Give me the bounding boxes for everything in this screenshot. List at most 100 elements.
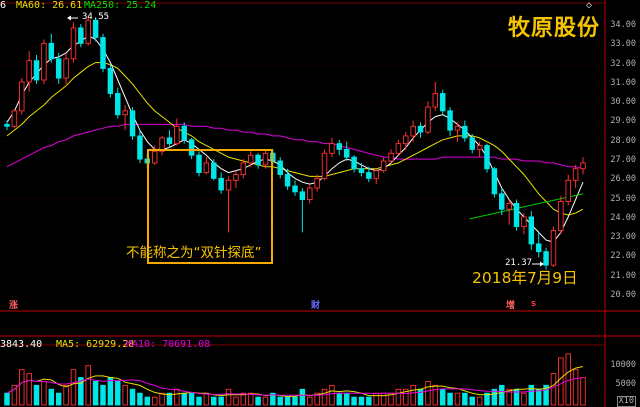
- candle-body: [572, 168, 579, 181]
- candle: [491, 166, 498, 198]
- volume-bar: [314, 392, 320, 406]
- candle-body: [425, 106, 431, 133]
- price-tick-label: 31.00: [610, 77, 636, 88]
- candle: [395, 139, 402, 156]
- candle: [63, 53, 69, 84]
- volume-bar: [373, 392, 379, 406]
- candle: [55, 53, 62, 84]
- box-caption: 不能称之为“双针探底”: [126, 245, 262, 261]
- volume-bar: [144, 396, 151, 406]
- marker-cai[interactable]: 财: [311, 301, 321, 311]
- candle-body: [92, 19, 99, 39]
- volume-value-legend: 3843.40: [0, 339, 43, 350]
- volume-ma5-legend: MA5: 62929.28: [56, 339, 135, 350]
- volume-bar: [351, 396, 357, 406]
- price-tick-label: 34.00: [610, 20, 636, 30]
- candle: [329, 137, 335, 158]
- candle-body: [78, 27, 84, 44]
- candle-body: [211, 162, 217, 179]
- candle-body: [462, 125, 468, 139]
- moving-average-lines: [6, 35, 584, 243]
- volume-bar: [70, 369, 77, 406]
- marker-s[interactable]: S: [531, 300, 537, 308]
- candle-body: [329, 143, 335, 154]
- stock-name: 牧原股份: [508, 16, 601, 41]
- price-tick-label: 22.00: [610, 251, 636, 262]
- volume-tick-label: 5000: [615, 379, 636, 390]
- candle-body: [513, 202, 520, 228]
- marker-zeng[interactable]: 增: [506, 301, 516, 311]
- volume-bar: [484, 392, 490, 406]
- candle: [166, 130, 173, 148]
- volume-bar: [100, 384, 106, 406]
- volume-bar: [166, 392, 173, 406]
- volume-bar: [151, 396, 158, 406]
- volume-bar: [543, 384, 549, 406]
- marker-zhang[interactable]: 涨: [9, 301, 19, 311]
- candle-body: [491, 168, 498, 195]
- candle-body: [41, 42, 47, 81]
- ma5-legend: 6: [0, 0, 7, 11]
- price-tick-label: 33.00: [610, 39, 636, 50]
- volume-bar: [240, 392, 247, 406]
- volume-bar: [115, 380, 121, 406]
- candle-body: [26, 60, 32, 83]
- options-diamond-icon[interactable]: ◇: [586, 0, 593, 11]
- volume-bar: [366, 396, 372, 406]
- price-tick-label: 32.00: [610, 58, 636, 69]
- candle: [188, 137, 195, 160]
- candle: [403, 132, 409, 150]
- volume-bar: [572, 369, 579, 406]
- candle: [70, 22, 77, 63]
- volume-bar: [336, 392, 343, 406]
- candle: [528, 211, 535, 250]
- candle-body: [55, 58, 62, 79]
- candle-body: [373, 170, 379, 179]
- volume-bar: [225, 388, 232, 406]
- candle: [580, 157, 586, 175]
- candle: [26, 51, 32, 92]
- candle-body: [454, 125, 461, 131]
- candle-body: [417, 125, 424, 133]
- volume-bar: [321, 388, 328, 406]
- candle: [358, 162, 365, 177]
- candle-body: [255, 154, 261, 166]
- candle: [115, 87, 121, 119]
- candle-body: [11, 110, 18, 127]
- volume-bar: [521, 392, 527, 406]
- candle-body: [151, 150, 158, 164]
- candle-body: [48, 42, 55, 60]
- volume-bar: [292, 396, 298, 406]
- candle: [565, 174, 571, 206]
- candle: [218, 172, 224, 194]
- candle-body: [307, 187, 313, 201]
- candlestick-series: [4, 15, 586, 270]
- candle-body: [159, 137, 165, 152]
- candle-body: [439, 93, 446, 112]
- double-needle-box: [147, 149, 273, 264]
- low-price-label: 21.37: [505, 258, 533, 268]
- volume-bar: [107, 377, 114, 406]
- candle-body: [343, 148, 350, 158]
- candle: [572, 164, 579, 188]
- candle-body: [174, 125, 180, 145]
- volume-bar: [48, 388, 55, 406]
- candle-body: [565, 179, 571, 202]
- candle: [151, 145, 158, 165]
- volume-bar: [462, 392, 468, 406]
- price-tick-label: 26.00: [610, 174, 636, 185]
- candle: [100, 33, 106, 73]
- volume-bar: [137, 392, 143, 406]
- candle: [85, 15, 91, 46]
- volume-bar: [499, 384, 505, 406]
- price-tick-label: 21.00: [610, 270, 636, 281]
- candle: [535, 232, 542, 258]
- volume-bar: [55, 392, 62, 406]
- candle: [203, 157, 210, 175]
- price-tick-label: 23.00: [610, 232, 636, 243]
- volume-bar: [403, 388, 409, 406]
- ma-magenta-line: [6, 123, 584, 170]
- candle: [425, 101, 431, 134]
- candle: [284, 168, 291, 190]
